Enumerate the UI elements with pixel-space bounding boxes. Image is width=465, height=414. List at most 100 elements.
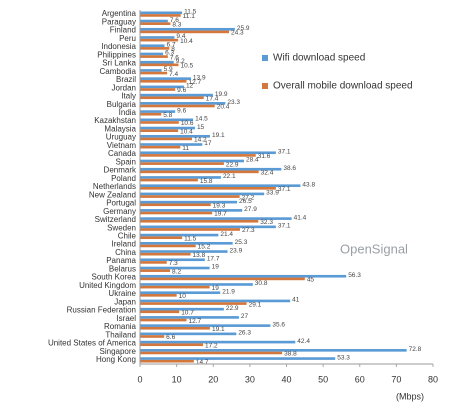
y-tick-label: Panama <box>106 256 136 265</box>
value-label: 27.3 <box>242 227 255 234</box>
value-label: 13.9 <box>193 74 206 81</box>
y-tick-label: Finland <box>110 26 136 35</box>
bar <box>140 85 184 89</box>
y-tick-label: New Zealand <box>89 190 136 199</box>
x-tick-label: 30 <box>245 374 255 384</box>
bar <box>140 203 211 207</box>
value-label: 9.2 <box>176 58 185 65</box>
watermark: OpenSignal <box>340 241 408 256</box>
bar <box>140 261 167 264</box>
bar <box>140 55 168 58</box>
x-tick-label: 70 <box>391 374 401 384</box>
bar <box>140 217 292 220</box>
bar <box>140 176 221 179</box>
value-label: 19.7 <box>214 211 227 218</box>
y-tick-label: Thailand <box>105 330 136 339</box>
value-label: 5.9 <box>164 66 173 73</box>
value-label: 5.8 <box>163 112 172 119</box>
bar <box>140 266 210 270</box>
y-tick-label: Denmark <box>104 166 137 175</box>
value-label: 15.2 <box>198 244 211 251</box>
value-label: 9.6 <box>177 87 186 94</box>
legend-swatch <box>262 83 268 89</box>
value-label: 14.5 <box>195 116 208 123</box>
value-label: 10 <box>179 293 187 300</box>
y-tick-label: Russian Federation <box>67 306 136 315</box>
value-label: 32.4 <box>261 170 274 177</box>
bar <box>140 118 194 122</box>
value-label: 11 <box>182 145 189 152</box>
y-tick-label: India <box>119 108 137 117</box>
bar <box>140 63 179 67</box>
bar <box>140 340 296 344</box>
value-label: 11.1 <box>183 13 196 20</box>
x-tick-label: 80 <box>428 374 438 384</box>
bar <box>140 44 165 48</box>
bar <box>140 233 219 237</box>
x-tick-label: 50 <box>318 374 328 384</box>
y-tick-label: Cambodia <box>100 67 137 76</box>
bar <box>140 351 283 355</box>
y-tick-label: Bulgaria <box>107 100 137 109</box>
value-label: 21.9 <box>222 288 235 295</box>
y-tick-label: China <box>115 248 136 257</box>
bar <box>140 359 194 363</box>
bar <box>140 178 198 182</box>
bar <box>140 258 205 262</box>
value-label: 26.5 <box>239 198 252 205</box>
bar <box>140 228 240 231</box>
value-label: 6.3 <box>165 50 174 57</box>
value-label: 8.2 <box>172 268 181 275</box>
bar <box>140 69 162 72</box>
bar <box>140 71 168 75</box>
value-label: 19.3 <box>213 203 226 210</box>
value-label: 25.9 <box>237 25 250 32</box>
y-tick-label: Israel <box>116 314 136 323</box>
value-label: 56.3 <box>348 272 361 279</box>
bar <box>140 129 179 133</box>
value-label: 15 <box>197 124 205 131</box>
value-label: 10.4 <box>180 38 193 45</box>
value-label: 15.8 <box>200 178 213 185</box>
bar <box>140 269 171 272</box>
x-tick-label: 40 <box>281 374 291 384</box>
bar <box>140 14 181 17</box>
y-tick-label: Malaysia <box>104 124 136 133</box>
value-label: 14.7 <box>196 359 209 366</box>
value-label: 17.7 <box>207 255 220 262</box>
bar <box>140 121 179 124</box>
value-label: 29.1 <box>249 301 262 308</box>
bar <box>140 126 195 130</box>
value-label: 41 <box>292 297 300 304</box>
value-label: 27.9 <box>244 206 257 213</box>
bar <box>140 209 243 212</box>
bar <box>140 184 301 187</box>
value-label: 19.1 <box>212 326 225 333</box>
y-tick-label: Argentina <box>102 9 137 18</box>
value-label: 72.8 <box>409 346 422 353</box>
y-tick-label: Philippines <box>97 50 136 59</box>
y-tick-label: Italy <box>121 92 136 101</box>
bar <box>140 241 233 245</box>
bar <box>140 143 203 146</box>
value-label: 32.3 <box>260 219 273 226</box>
value-label: 8 <box>171 46 175 53</box>
value-label: 6.7 <box>167 41 176 48</box>
value-label: 31.6 <box>258 153 271 160</box>
value-label: 7.6 <box>170 54 179 61</box>
value-label: 10.4 <box>180 128 193 135</box>
value-label: 26.3 <box>238 330 251 337</box>
bar <box>140 102 226 105</box>
bar <box>140 19 168 23</box>
y-tick-label: United Kingdom <box>79 281 136 290</box>
y-tick-label: Switzerland <box>95 215 136 224</box>
value-label: 12 <box>186 83 194 90</box>
y-tick-label: Hong Kong <box>96 355 136 364</box>
bar <box>140 357 336 360</box>
bar <box>140 299 291 303</box>
bar <box>140 318 187 322</box>
x-axis-label: (Mbps) <box>396 391 424 401</box>
y-tick-label: Brazil <box>116 75 136 84</box>
bar <box>140 137 193 141</box>
bar <box>140 326 210 330</box>
